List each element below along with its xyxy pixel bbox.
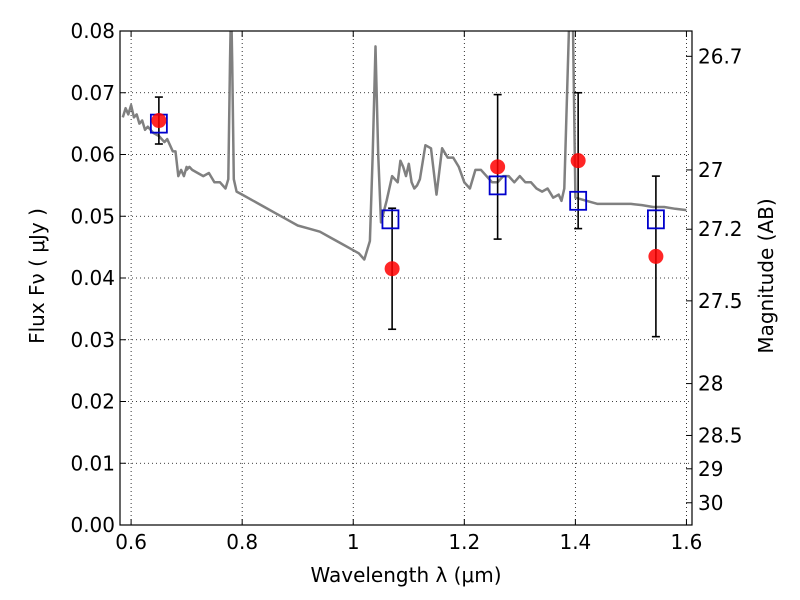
- y-axis-label: Flux Fν ( μJy ): [25, 208, 49, 344]
- plot-frame: [119, 30, 693, 526]
- observed-flux-point: [570, 153, 586, 169]
- x-tick-label: 1: [347, 530, 360, 554]
- y-tick-label: 0.07: [70, 81, 115, 105]
- x-tick-label: 1.2: [448, 530, 480, 554]
- y2-tick-label: 30: [698, 491, 723, 515]
- y2-tick-label: 28: [698, 372, 723, 396]
- x-tick-label: 1.6: [671, 530, 703, 554]
- y2-tick-label: 26.7: [698, 44, 743, 68]
- y-tick-label: 0.03: [70, 328, 115, 352]
- observed-flux-point: [490, 159, 506, 175]
- synthetic-flux-square: [647, 209, 665, 230]
- observed-flux-point: [151, 113, 167, 129]
- y-tick-label: 0.08: [70, 19, 115, 43]
- y2-tick-label: 28.5: [698, 423, 743, 447]
- y-tick-label: 0.04: [70, 266, 115, 290]
- model-spectrum-line: [121, 31, 687, 261]
- y-tick-label: 0.00: [70, 513, 115, 537]
- grid-lines: [120, 30, 692, 526]
- y-tick-label: 0.05: [70, 204, 115, 228]
- x-tick-label: 1.4: [559, 530, 591, 554]
- synthetic-flux-square: [569, 190, 588, 211]
- synthetic-flux-square: [381, 209, 400, 230]
- x-tick-label: 0.6: [115, 530, 147, 554]
- y2-tick-label: 27.2: [698, 217, 743, 241]
- y2-tick-label: 27.5: [698, 289, 743, 313]
- axes: 0.6 0.8 1 1.2 1.4 1.6 0.00 0.01 0.02 0.03 0.04 0.05…: [70, 19, 742, 554]
- y-tick-label: 0.06: [70, 143, 115, 167]
- plot-area: [121, 31, 687, 261]
- y-tick-label: 0.02: [70, 390, 115, 414]
- synthetic-flux-square: [488, 175, 507, 196]
- data-marks: [149, 91, 665, 338]
- y2-axis-label: Magnitude (AB): [754, 198, 778, 353]
- observed-flux-point: [648, 248, 664, 264]
- x-tick-label: 0.8: [226, 530, 258, 554]
- y2-tick-label: 27: [698, 158, 723, 182]
- observed-flux-point: [384, 261, 400, 277]
- y-tick-label: 0.01: [70, 451, 115, 475]
- y2-tick-label: 29: [698, 457, 723, 481]
- x-axis-label: Wavelength λ (μm): [310, 563, 501, 587]
